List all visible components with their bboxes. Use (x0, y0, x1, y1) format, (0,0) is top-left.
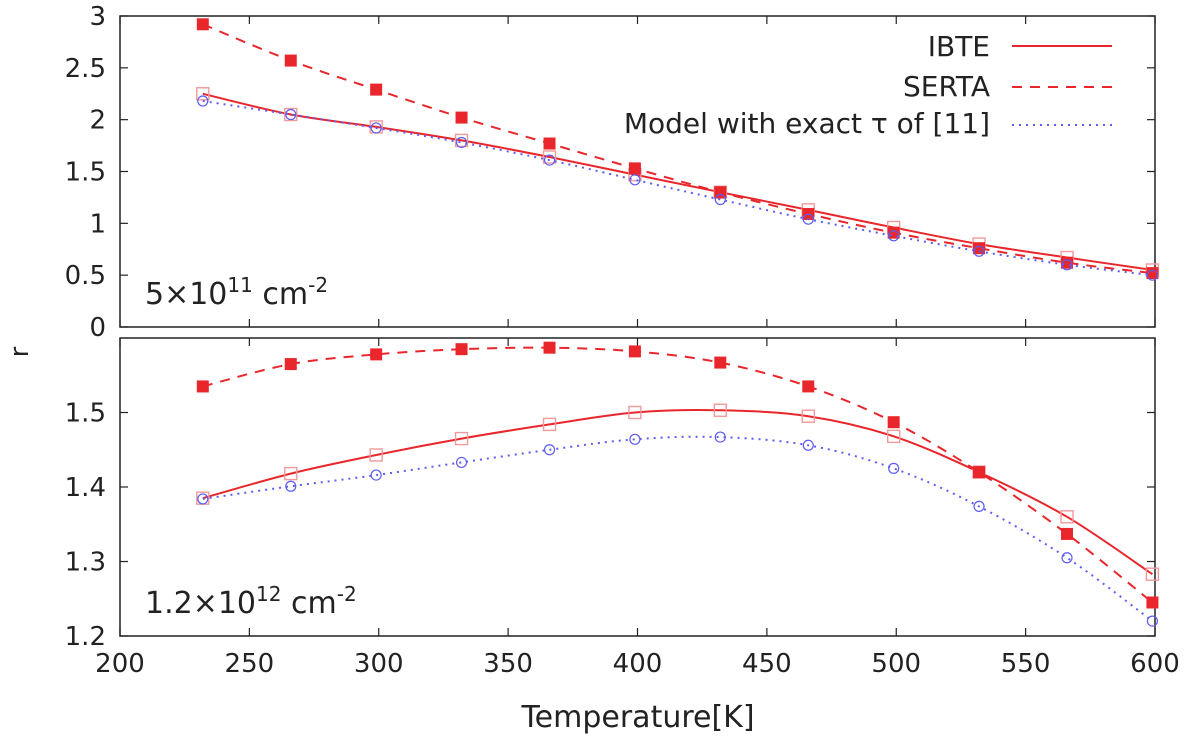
y-tick-label: 1 (89, 209, 106, 239)
point-serta (543, 137, 556, 150)
x-axis-label: Temperature[K] (520, 700, 754, 735)
point-model (455, 456, 468, 469)
point-ibte (1145, 567, 1160, 581)
series-line-serta (202, 346, 1154, 604)
point-serta (973, 242, 986, 255)
x-tick-label: 600 (1130, 649, 1180, 679)
point-model (1061, 552, 1073, 564)
point-serta (284, 54, 297, 67)
point-ibte (1060, 510, 1074, 524)
point-model (197, 493, 209, 505)
series-line-ibte (202, 92, 1153, 271)
point-serta (887, 416, 900, 429)
point-serta (1146, 596, 1159, 609)
point-ibte (454, 133, 469, 148)
y-tick-label: 2 (89, 106, 106, 136)
y-tick-label: 1.2 (65, 622, 106, 652)
bottom-density-annotation: 1.2×1012 cm-2 (145, 582, 357, 621)
point-model (629, 174, 641, 186)
legend: IBTE SERTA Model with exact τ of [11] (624, 30, 1112, 140)
point-ibte (801, 409, 815, 423)
legend-label-model: Model with exact τ of [11] (624, 107, 990, 140)
point-model (802, 439, 814, 451)
y-tick-label: 0.5 (65, 261, 106, 291)
legend-label-ibte: IBTE (928, 30, 990, 63)
top-panel: 0 0.5 1 1.5 2 2.5 3 5×1011 cm-2 (65, 2, 1160, 343)
point-model (285, 480, 297, 492)
point-ibte (369, 448, 383, 462)
point-serta (1061, 527, 1074, 540)
point-serta (802, 380, 815, 393)
x-tick-label: 250 (225, 649, 275, 679)
point-ibte (284, 107, 298, 122)
point-serta (455, 111, 468, 124)
point-model (1061, 259, 1073, 271)
point-ibte (284, 466, 298, 481)
series-line-model (202, 435, 1153, 622)
point-model (543, 444, 556, 456)
point-model (973, 245, 985, 257)
x-tick-label: 450 (742, 649, 792, 679)
point-serta (628, 162, 641, 175)
point-model (802, 213, 814, 225)
y-tick-label: 0 (89, 313, 106, 343)
point-model (370, 122, 382, 134)
point-serta (284, 358, 297, 371)
point-serta (973, 466, 986, 479)
point-serta (1146, 267, 1159, 280)
point-model (888, 462, 900, 474)
point-model (1146, 269, 1159, 281)
point-model (543, 154, 556, 166)
point-model (714, 431, 726, 443)
point-model (455, 136, 468, 149)
x-tick-label: 300 (354, 649, 404, 679)
point-ibte (542, 417, 557, 432)
legend-label-serta: SERTA (903, 70, 990, 103)
series-line-model (202, 100, 1153, 277)
y-tick-label: 2.5 (65, 54, 106, 84)
series-line-serta (202, 23, 1153, 275)
x-tick-label: 350 (483, 649, 533, 679)
series-line-ibte (202, 409, 1153, 576)
point-ibte (196, 87, 210, 101)
top-density-annotation: 5×1011 cm-2 (145, 273, 328, 312)
point-serta (628, 345, 641, 358)
y-tick-label: 1.4 (65, 473, 106, 503)
point-serta (196, 18, 209, 31)
point-model (714, 193, 726, 206)
point-model (629, 433, 641, 445)
point-serta (370, 83, 383, 96)
point-model (888, 230, 900, 242)
point-serta (714, 356, 727, 369)
point-model (1146, 615, 1159, 627)
point-model (973, 500, 985, 512)
y-tick-label: 1.3 (65, 548, 106, 578)
point-ibte (454, 431, 469, 446)
x-tick-label: 500 (871, 649, 921, 679)
point-model (285, 108, 297, 121)
point-serta (455, 343, 468, 356)
point-serta (196, 380, 209, 393)
point-serta (543, 341, 556, 354)
x-tick-label: 200 (95, 649, 145, 679)
point-ibte (886, 429, 901, 444)
y-axis-label: r (5, 346, 35, 357)
y-tick-label: 1.5 (65, 158, 106, 188)
point-serta (370, 348, 383, 361)
point-ibte (628, 405, 642, 420)
point-ibte (542, 150, 557, 164)
point-model (370, 469, 382, 481)
x-tick-label: 400 (613, 649, 663, 679)
point-model (197, 95, 209, 107)
x-tick-label: 550 (1001, 649, 1051, 679)
point-ibte (713, 403, 727, 417)
y-tick-label: 1.5 (65, 399, 106, 429)
y-tick-label: 3 (89, 2, 106, 32)
